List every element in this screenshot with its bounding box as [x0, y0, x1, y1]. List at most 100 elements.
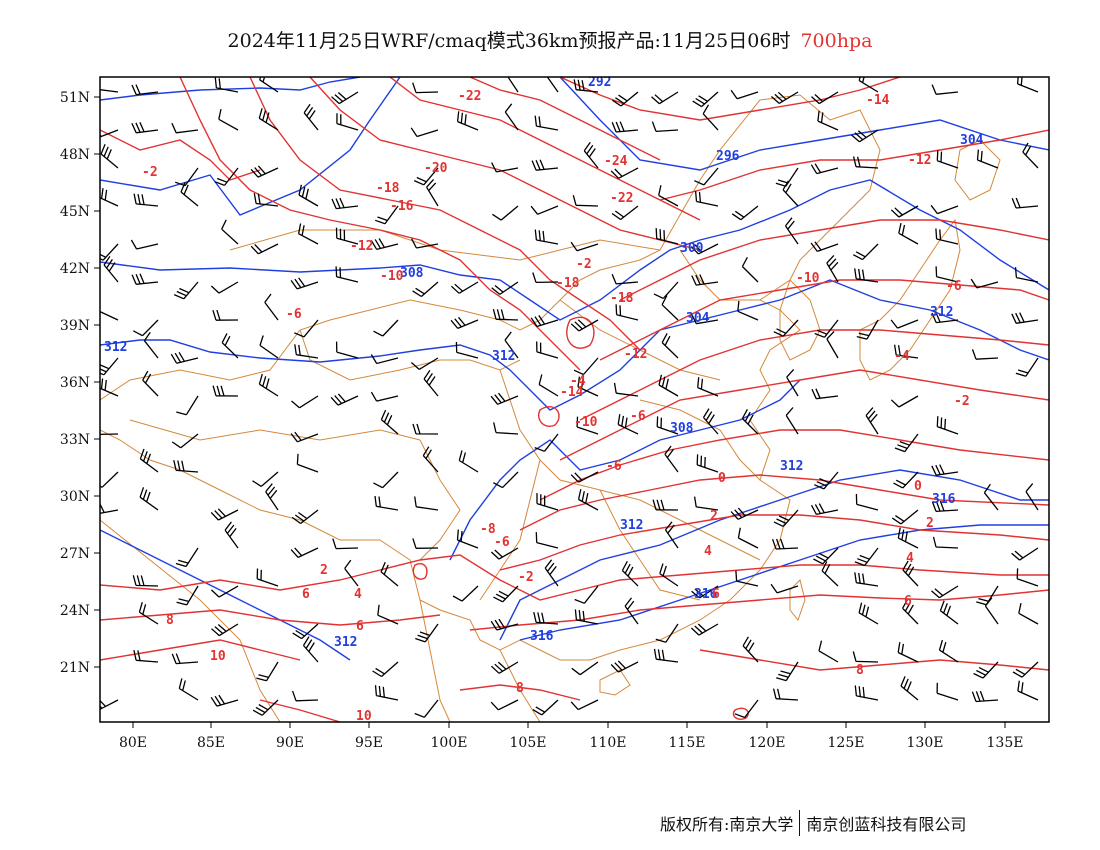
wind-barb [373, 471, 399, 489]
wind-barb [504, 331, 519, 359]
wind-barb [741, 256, 759, 283]
wind-barb [131, 273, 159, 285]
wind-barb [570, 241, 599, 252]
wind-barb [935, 228, 959, 245]
wind-barb [1015, 357, 1039, 377]
wind-barb [377, 604, 399, 625]
wind-barb [504, 103, 519, 131]
lon-tick-labels: 80E 85E 90E 95E 100E 105E 110E 115E 120E… [119, 735, 1024, 751]
temperature-label: 6 [302, 587, 310, 602]
wind-barb [852, 156, 879, 169]
height-label: 312 [780, 459, 803, 474]
temperature-contour [538, 406, 560, 427]
wind-barb [221, 333, 239, 359]
japan-outline [954, 139, 1001, 201]
wind-barb [380, 409, 399, 435]
wind-barb [659, 563, 679, 587]
wind-barb [536, 341, 559, 359]
wind-barb [1025, 483, 1039, 511]
wind-barb [976, 149, 999, 169]
temperature-contour [659, 129, 1049, 201]
wind-barb [785, 407, 799, 435]
height-contour [100, 77, 401, 216]
wind-barb [737, 300, 759, 321]
wind-barb [577, 489, 599, 511]
wind-barb [412, 82, 439, 94]
lat-tick-label: 42N [60, 261, 90, 277]
wind-barb [817, 110, 839, 131]
wind-barb [536, 493, 559, 511]
height-label: 304 [960, 133, 984, 148]
wind-barb [290, 431, 319, 443]
wind-barb [131, 84, 159, 96]
temperature-label: -4 [570, 374, 586, 389]
temperature-label: 4 [906, 551, 914, 566]
wind-barb [133, 193, 159, 207]
temperature-contour [519, 474, 1049, 531]
wind-barb [534, 115, 559, 131]
height-contours [100, 77, 1049, 661]
temperature-label: -2 [576, 257, 592, 272]
wind-barb [891, 509, 919, 525]
wind-barb [331, 91, 359, 105]
wind-barb [893, 471, 919, 489]
wind-barb [773, 509, 799, 527]
temperature-contour [309, 77, 701, 251]
wind-barb [570, 319, 599, 332]
wind-barb [653, 648, 679, 663]
wind-barb [570, 699, 599, 711]
wind-barb [372, 661, 399, 678]
wind-barb [776, 661, 799, 682]
height-label: 308 [400, 266, 424, 281]
temperature-label: 6 [712, 587, 720, 602]
lon-tick-label: 95E [355, 735, 383, 751]
wind-barb [100, 432, 119, 436]
wind-barb [302, 636, 319, 663]
height-contour [100, 529, 351, 661]
wind-barb [290, 277, 319, 290]
wind-barb [171, 122, 199, 134]
wind-barb [826, 330, 839, 359]
wind-barb [655, 623, 679, 643]
height-label: 316 [694, 587, 718, 602]
japan-outline [859, 218, 961, 381]
wind-barb [178, 678, 199, 701]
height-contour [449, 379, 801, 561]
wind-barb [577, 376, 599, 397]
height-contour [519, 524, 1049, 641]
wind-barb [690, 243, 719, 255]
wind-barb [100, 699, 119, 711]
temperature-contour [619, 219, 1049, 301]
wind-barb [854, 572, 879, 587]
temperature-label: -6 [286, 307, 302, 322]
wind-barb [936, 682, 959, 701]
wind-barb [298, 184, 319, 207]
wind-barb [100, 89, 119, 93]
pressure-level: 700hpa [800, 30, 873, 52]
wind-barb [1011, 197, 1039, 209]
height-label: 316 [932, 492, 956, 507]
height-label: 312 [492, 349, 515, 364]
wind-barb [655, 228, 679, 245]
wind-barb [344, 559, 359, 587]
wind-barb [142, 370, 159, 397]
temperature-contour [566, 316, 595, 349]
wind-barb [810, 163, 839, 175]
wind-barb [773, 319, 799, 337]
wind-barb [292, 623, 319, 640]
wind-barb [491, 281, 519, 295]
wind-barb [132, 319, 159, 337]
wind-barb [983, 483, 999, 511]
lat-tick-label: 39N [60, 318, 90, 334]
wind-barb [858, 602, 879, 625]
wind-barb [818, 640, 839, 663]
wind-barb [702, 104, 719, 131]
wind-barb [370, 354, 399, 365]
indochina-line [499, 649, 541, 722]
wind-barb [423, 369, 439, 397]
wind-barb [852, 651, 879, 663]
wind-barb [570, 471, 599, 483]
map-layers: 292 296 304 300 304 308 312 312 308 312 … [100, 77, 1049, 722]
wind-barb [259, 77, 279, 93]
wind-barb [890, 395, 919, 408]
